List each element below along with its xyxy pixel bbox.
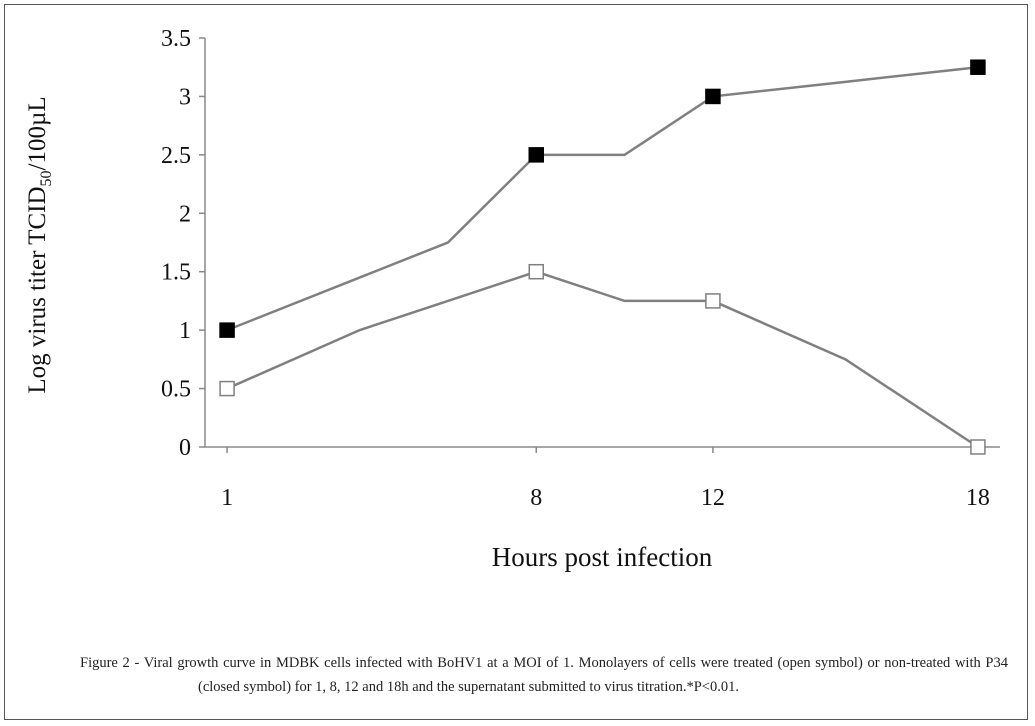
y-label-part: /100µL — [24, 96, 51, 170]
x-tick-label: 18 — [966, 485, 990, 511]
caption: Figure 2 - Viral growth curve in MDBK ce… — [80, 655, 1008, 695]
y-tick-label: 3 — [179, 84, 191, 110]
marker — [970, 59, 986, 75]
series-line — [226, 270, 979, 449]
marker — [705, 293, 721, 309]
y-tick-label: 1 — [179, 318, 191, 344]
marker — [528, 147, 544, 163]
y-tick-label: 3.5 — [161, 26, 191, 52]
x-tick-label: 12 — [701, 485, 725, 511]
chart: Log virus titer TCID50/100µL Hours post … — [24, 26, 1000, 572]
marker — [528, 263, 544, 280]
y-label-part: Log virus titer TCID — [24, 186, 51, 393]
marker — [219, 380, 235, 397]
x-tick-label: 1 — [221, 485, 233, 511]
x-axis-label: Hours post infection — [492, 542, 713, 572]
y-tick-label: 0 — [179, 435, 191, 461]
series-line — [226, 65, 979, 332]
y-tick-label: 0.5 — [161, 377, 191, 403]
y-tick-label: 1.5 — [161, 260, 191, 286]
marker — [970, 439, 986, 455]
y-tick-label: 2.5 — [161, 143, 191, 169]
frame — [4, 4, 1028, 720]
y-tick-label: 2 — [179, 201, 191, 227]
y-label-sub: 50 — [38, 170, 55, 186]
y-axis-label: Log virus titer TCID50/100µL — [24, 96, 55, 393]
marker — [219, 322, 235, 338]
marker — [705, 88, 721, 105]
x-tick-label: 8 — [530, 485, 542, 511]
